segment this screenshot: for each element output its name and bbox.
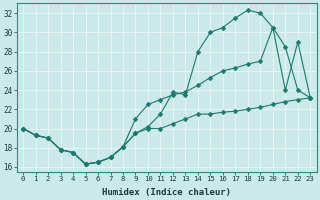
X-axis label: Humidex (Indice chaleur): Humidex (Indice chaleur): [102, 188, 231, 197]
